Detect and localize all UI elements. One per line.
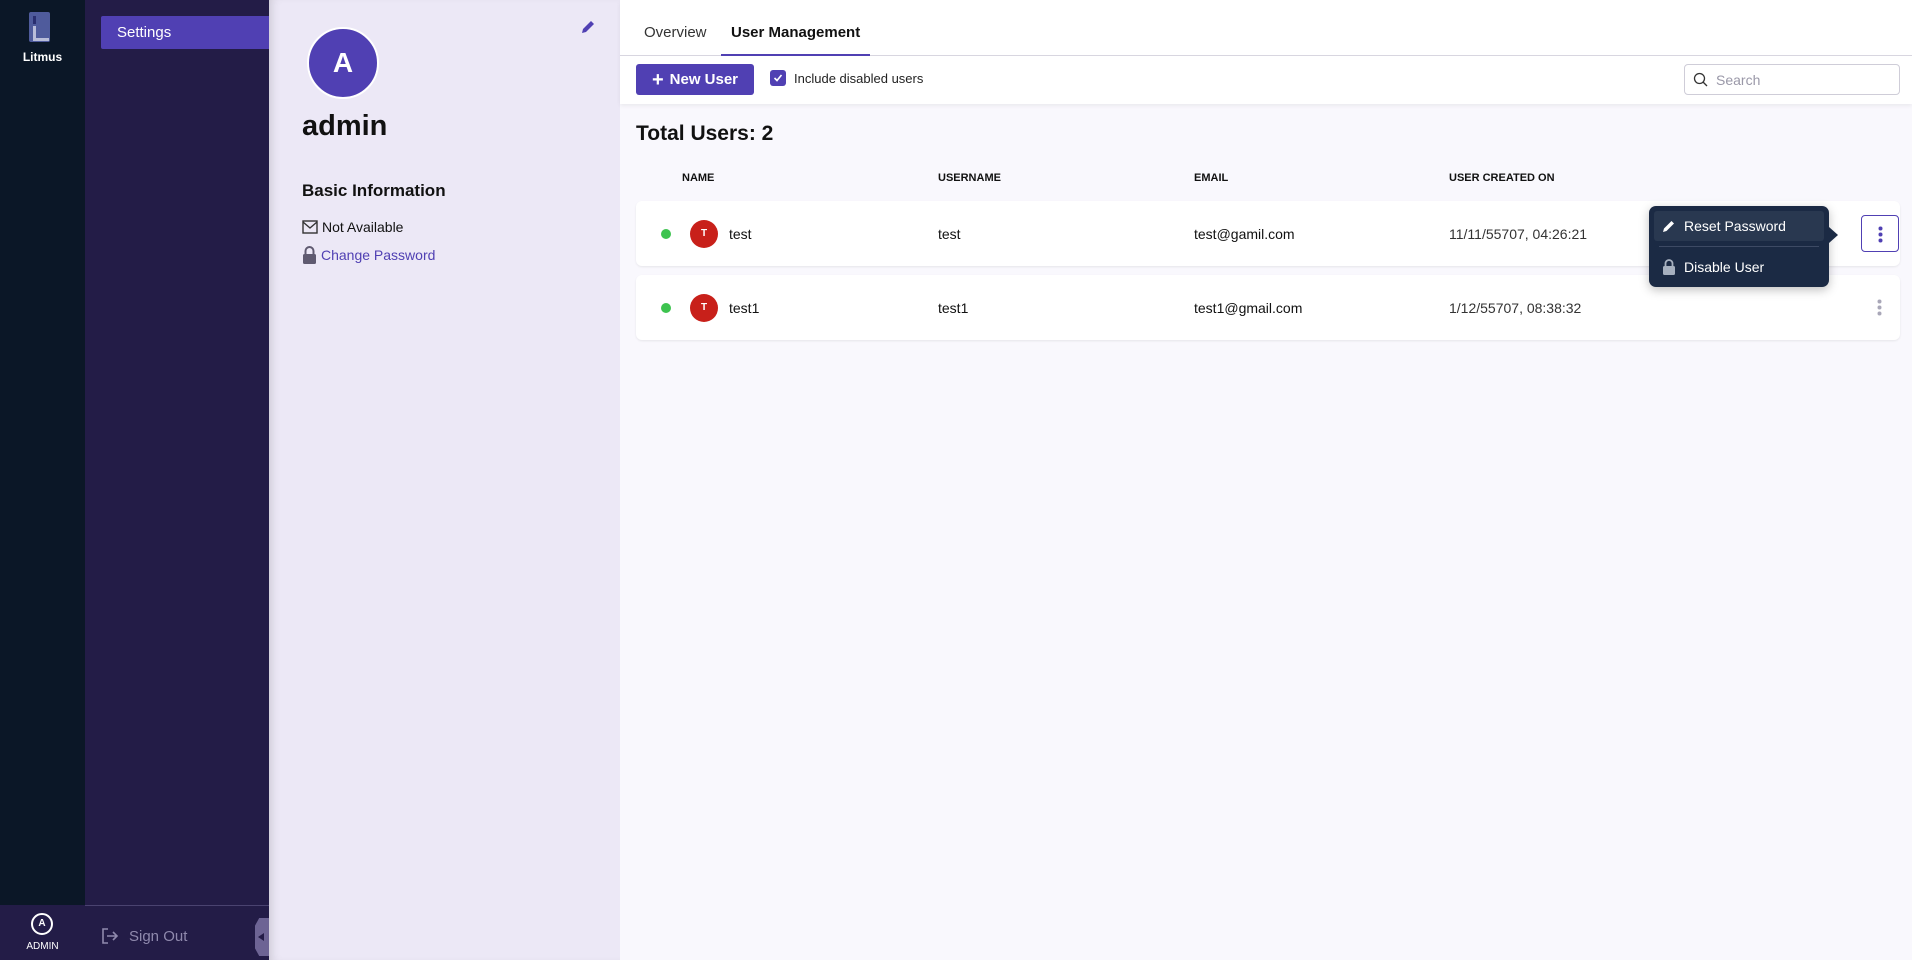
app-rail: Litmus [0,0,85,905]
sidebar: Settings Sign Out [85,0,269,960]
user-avatar: T [690,294,718,322]
cell-email: test1@gmail.com [1194,300,1303,316]
profile-avatar: A [307,27,379,99]
sidebar-item-settings[interactable]: Settings [101,16,269,49]
app-name: Litmus [22,50,63,64]
menu-arrow [1829,227,1838,243]
cell-name: test1 [729,300,760,316]
kebab-menu-icon [1878,226,1883,243]
cell-username: test1 [938,300,969,316]
header-name: NAME [682,172,715,184]
collapse-sidebar-handle[interactable] [255,918,269,956]
menu-item-reset-password[interactable]: Reset Password [1654,211,1824,241]
section-title: Basic Information [302,181,446,200]
plus-icon: + [651,68,664,91]
cell-name: test [729,226,752,242]
header-email: EMAIL [1194,172,1229,184]
profile-email: Not Available [302,219,403,235]
cell-username: test [938,226,961,242]
email-value: Not Available [322,219,404,235]
divider [85,905,269,906]
tabs-divider [620,55,1912,56]
checkbox-checked-icon[interactable] [770,70,786,86]
user-badge[interactable]: A ADMIN [0,905,85,960]
new-user-label: New User [669,71,739,88]
user-badge-label: ADMIN [26,941,59,952]
profile-panel: A admin Basic Information Not Available … [269,0,620,960]
cell-created: 1/12/55707, 08:38:32 [1449,300,1582,316]
search-input[interactable]: Search [1684,64,1900,95]
pencil-icon [1663,221,1674,232]
search-placeholder: Search [1716,71,1761,88]
menu-divider [1659,246,1819,247]
sign-out-icon [102,928,119,944]
row-actions-menu: Reset Password Disable User [1649,206,1838,287]
edit-profile-pencil-icon[interactable] [580,19,596,35]
header-created: USER CREATED ON [1449,172,1555,184]
status-active-dot [661,229,671,239]
profile-name: admin [302,110,388,142]
tab-overview[interactable]: Overview [644,24,707,41]
row-actions-button[interactable] [1861,215,1899,252]
menu-item-label: Reset Password [1684,218,1786,234]
tab-user-management[interactable]: User Management [721,24,871,56]
search-icon [1693,72,1708,87]
kebab-menu-icon [1877,299,1882,316]
total-users: Total Users: 2 [636,122,774,145]
include-disabled-checkbox[interactable]: Include disabled users [770,70,923,86]
status-active-dot [661,303,671,313]
chevron-left-icon [258,933,264,941]
menu-item-label: Disable User [1684,259,1765,275]
mail-icon [302,220,318,234]
cell-email: test@gamil.com [1194,226,1295,242]
change-password-label: Change Password [321,247,436,263]
sign-out-button[interactable]: Sign Out [101,925,187,947]
include-disabled-label: Include disabled users [794,70,924,86]
main-content: Overview User Management + New User Incl… [620,0,1912,960]
header-username: USERNAME [938,172,1001,184]
change-password-link[interactable]: Change Password [302,246,435,264]
user-avatar: A [31,913,53,935]
lock-icon [1663,259,1675,275]
cell-created: 11/11/55707, 04:26:21 [1449,226,1588,242]
user-avatar: T [690,220,718,248]
new-user-button[interactable]: + New User [636,64,754,95]
menu-item-disable-user[interactable]: Disable User [1654,252,1824,282]
litmus-logo-icon[interactable] [29,12,50,42]
lock-icon [303,246,316,264]
row-actions-button[interactable] [1861,289,1899,326]
sign-out-label: Sign Out [129,927,188,945]
